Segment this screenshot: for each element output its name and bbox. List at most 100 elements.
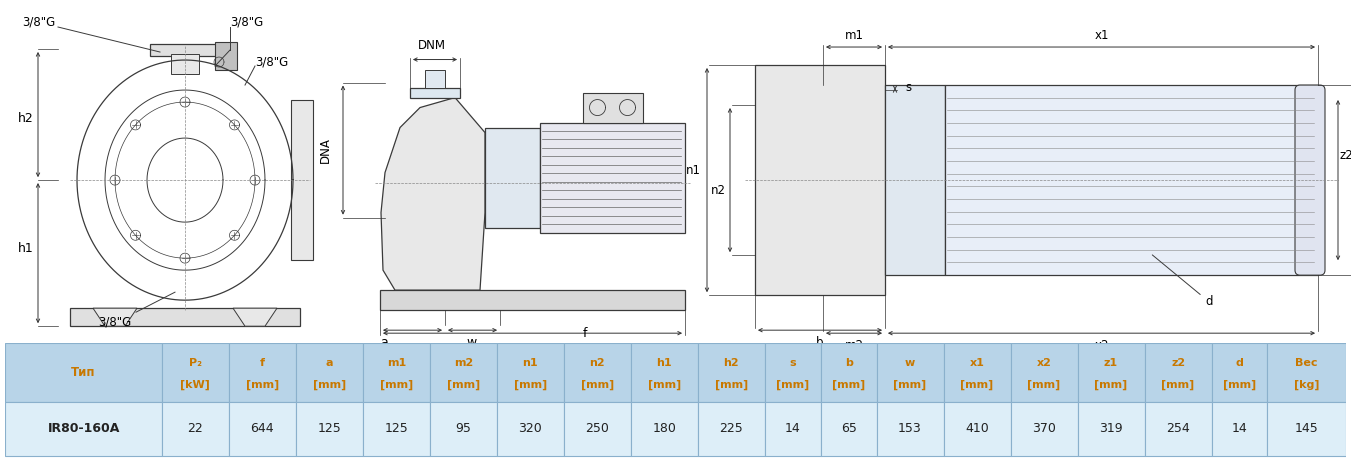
Bar: [426, 69, 444, 88]
Bar: [877, 402, 943, 456]
Text: h1: h1: [657, 358, 673, 368]
Text: s: s: [905, 81, 911, 94]
Bar: [765, 343, 820, 402]
Bar: [563, 402, 631, 456]
Text: a: a: [326, 358, 334, 368]
Bar: [70, 308, 300, 326]
Text: [mm]: [mm]: [312, 380, 346, 391]
Text: 65: 65: [840, 423, 857, 435]
Text: z2: z2: [1339, 149, 1351, 162]
Text: [mm]: [mm]: [1162, 380, 1194, 391]
Bar: [1078, 343, 1144, 402]
Polygon shape: [93, 308, 136, 326]
Text: b: b: [844, 358, 852, 368]
Text: z2: z2: [1171, 358, 1185, 368]
Text: f: f: [582, 327, 588, 340]
Bar: [1144, 402, 1212, 456]
Bar: [631, 343, 698, 402]
Text: b: b: [816, 336, 824, 349]
Text: DNA: DNA: [319, 137, 331, 163]
Text: x1: x1: [1094, 28, 1109, 41]
Text: IR80-160A: IR80-160A: [47, 423, 120, 435]
Text: x2: x2: [1036, 358, 1051, 368]
Text: [mm]: [mm]: [893, 380, 927, 391]
Bar: [363, 402, 430, 456]
Bar: [1078, 402, 1144, 456]
Text: [kW]: [kW]: [180, 380, 211, 391]
Text: [mm]: [mm]: [961, 380, 994, 391]
Bar: [755, 65, 885, 295]
Text: m1: m1: [386, 358, 405, 368]
Bar: [820, 402, 877, 456]
Bar: [1212, 343, 1267, 402]
Bar: [1267, 343, 1346, 402]
Text: [mm]: [mm]: [775, 380, 809, 391]
Text: 125: 125: [385, 423, 408, 435]
Bar: [228, 343, 296, 402]
Bar: [497, 343, 563, 402]
Text: P₂: P₂: [189, 358, 201, 368]
Text: 3/8"G: 3/8"G: [230, 15, 263, 28]
Text: [mm]: [mm]: [581, 380, 613, 391]
Bar: [430, 402, 497, 456]
Text: [mm]: [mm]: [380, 380, 413, 391]
Text: s: s: [789, 358, 796, 368]
Bar: [5, 402, 162, 456]
Bar: [228, 402, 296, 456]
Bar: [698, 343, 765, 402]
Text: 320: 320: [519, 423, 542, 435]
Text: 180: 180: [653, 423, 677, 435]
Bar: [1212, 402, 1267, 456]
Bar: [172, 54, 199, 74]
Text: Тип: Тип: [72, 366, 96, 379]
Text: 644: 644: [250, 423, 274, 435]
Text: 153: 153: [898, 423, 921, 435]
Text: 250: 250: [585, 423, 609, 435]
Bar: [162, 343, 228, 402]
Text: [mm]: [mm]: [513, 380, 547, 391]
Text: n1: n1: [523, 358, 538, 368]
Text: n1: n1: [685, 164, 701, 177]
Bar: [485, 128, 540, 227]
Text: [mm]: [mm]: [1027, 380, 1061, 391]
Bar: [5, 343, 162, 402]
Text: 3/8"G: 3/8"G: [22, 15, 55, 28]
Text: 319: 319: [1100, 423, 1123, 435]
Bar: [409, 88, 459, 97]
Text: 225: 225: [720, 423, 743, 435]
Text: h2: h2: [18, 111, 34, 124]
Text: 410: 410: [965, 423, 989, 435]
Text: a: a: [380, 336, 388, 349]
Text: m2: m2: [454, 358, 473, 368]
Text: 3/8"G: 3/8"G: [255, 55, 288, 69]
Text: [kg]: [kg]: [1294, 380, 1320, 391]
Text: 22: 22: [188, 423, 203, 435]
Text: [mm]: [mm]: [1223, 380, 1256, 391]
Text: 14: 14: [1232, 423, 1247, 435]
Bar: [296, 402, 363, 456]
Text: f: f: [259, 358, 265, 368]
Text: d: d: [1152, 255, 1213, 308]
Polygon shape: [381, 97, 485, 290]
Bar: [765, 402, 820, 456]
Bar: [563, 343, 631, 402]
Text: 3/8"G: 3/8"G: [99, 315, 131, 329]
Bar: [698, 402, 765, 456]
Bar: [943, 402, 1011, 456]
Text: x1: x1: [970, 358, 985, 368]
Bar: [296, 343, 363, 402]
Text: 370: 370: [1032, 423, 1056, 435]
Text: n2: n2: [711, 184, 725, 197]
Bar: [1144, 343, 1212, 402]
Text: m2: m2: [844, 339, 863, 352]
Bar: [885, 85, 944, 275]
Text: d: d: [1236, 358, 1243, 368]
Bar: [1267, 402, 1346, 456]
Text: m1: m1: [844, 28, 863, 41]
Bar: [150, 44, 220, 56]
Bar: [497, 402, 563, 456]
Text: [mm]: [mm]: [715, 380, 748, 391]
Text: 145: 145: [1294, 423, 1319, 435]
Bar: [877, 343, 943, 402]
Bar: [631, 402, 698, 456]
